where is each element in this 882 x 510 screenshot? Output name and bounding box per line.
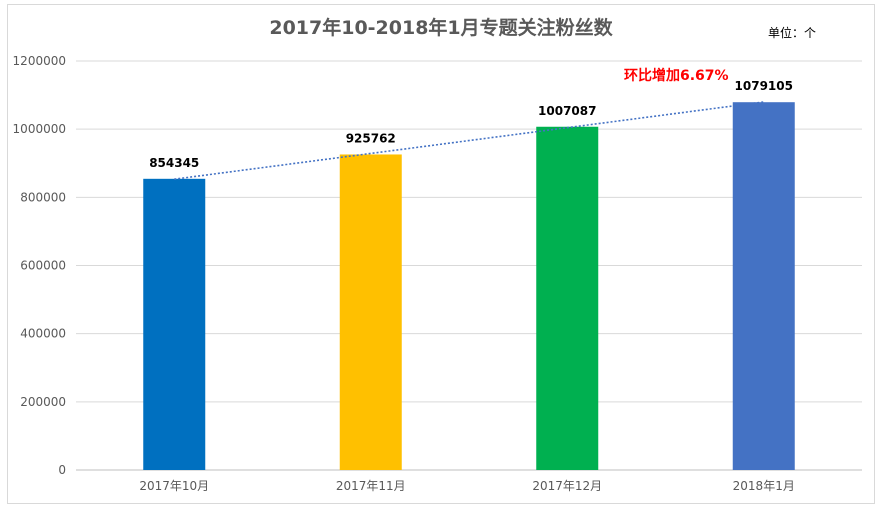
bar	[339, 154, 402, 470]
y-tick-label: 600000	[20, 259, 66, 273]
y-tick-label: 400000	[20, 327, 66, 341]
unit-label: 单位：个	[768, 26, 817, 40]
y-tick-label: 1200000	[13, 54, 66, 68]
x-tick-label: 2017年10月	[139, 479, 209, 493]
data-label: 925762	[346, 131, 396, 145]
growth-annotation: 环比增加6.67%	[624, 68, 729, 84]
data-label: 1007087	[538, 104, 596, 118]
data-label: 854345	[149, 156, 199, 170]
y-tick-label: 0	[58, 463, 66, 477]
x-tick-label: 2017年11月	[336, 479, 406, 493]
y-tick-label: 1000000	[13, 122, 66, 136]
chart-title: 2017年10-2018年1月专题关注粉丝数	[269, 17, 613, 39]
trendline	[174, 101, 764, 180]
y-tick-label: 200000	[20, 395, 66, 409]
bar	[143, 178, 206, 471]
bar	[536, 126, 599, 470]
x-tick-label: 2018年1月	[733, 479, 795, 493]
bar	[732, 102, 795, 470]
x-tick-label: 2017年12月	[532, 479, 602, 493]
data-label: 1079105	[735, 79, 793, 93]
y-tick-label: 800000	[20, 190, 66, 204]
